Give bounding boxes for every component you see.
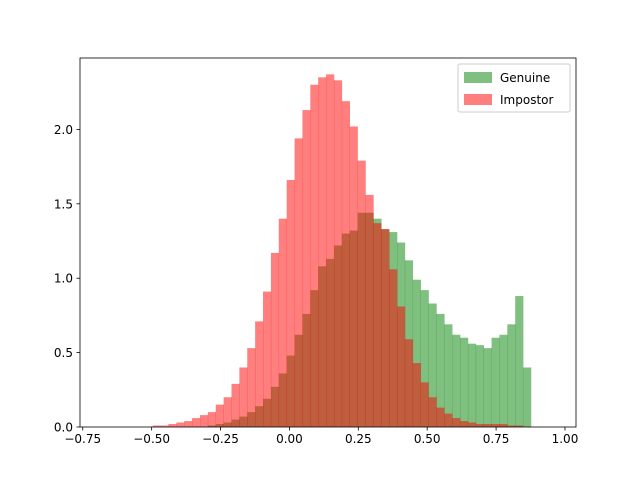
bar-impostor-25 bbox=[286, 180, 295, 427]
bar-genuine-48 bbox=[467, 343, 477, 427]
bar-impostor-19 bbox=[239, 367, 248, 427]
bar-impostor-49 bbox=[475, 424, 484, 427]
bar-impostor-16 bbox=[215, 404, 224, 427]
bar-impostor-20 bbox=[247, 348, 256, 427]
bar-impostor-33 bbox=[349, 126, 358, 427]
bar-impostor-9 bbox=[160, 425, 169, 427]
bar-impostor-51 bbox=[491, 424, 500, 427]
bar-impostor-17 bbox=[223, 397, 232, 427]
y-tick-label: 1.5 bbox=[54, 197, 73, 211]
bar-genuine-51 bbox=[491, 337, 500, 427]
bar-genuine-55 bbox=[523, 367, 532, 427]
bar-impostor-10 bbox=[168, 424, 177, 427]
bar-impostor-35 bbox=[365, 194, 374, 427]
bar-impostor-26 bbox=[294, 138, 303, 427]
x-tick-label: 0.50 bbox=[414, 432, 441, 446]
bar-impostor-32 bbox=[341, 101, 351, 428]
bar-impostor-41 bbox=[412, 363, 421, 427]
x-tick-label: 0.25 bbox=[345, 432, 372, 446]
bar-impostor-48 bbox=[467, 422, 477, 427]
bar-impostor-54 bbox=[515, 425, 524, 427]
bar-genuine-50 bbox=[483, 348, 492, 427]
bar-impostor-18 bbox=[231, 383, 240, 427]
x-tick-label: 1.00 bbox=[552, 432, 579, 446]
y-tick-label: 2.0 bbox=[54, 123, 73, 137]
bar-impostor-53 bbox=[507, 425, 516, 427]
bar-genuine-43 bbox=[428, 303, 437, 427]
bar-impostor-42 bbox=[420, 382, 429, 427]
bar-impostor-21 bbox=[255, 321, 264, 427]
bar-impostor-34 bbox=[357, 160, 366, 428]
y-tick-label: 1.0 bbox=[54, 272, 73, 286]
legend-label-impostor: Impostor bbox=[500, 93, 553, 107]
bar-impostor-31 bbox=[333, 80, 343, 427]
bar-genuine-53 bbox=[507, 324, 516, 427]
y-tick-label: 0.0 bbox=[54, 421, 73, 435]
bar-impostor-37 bbox=[381, 229, 390, 427]
bar-impostor-29 bbox=[318, 77, 327, 427]
bar-genuine-47 bbox=[460, 337, 469, 427]
bar-impostor-38 bbox=[389, 269, 398, 427]
bar-impostor-40 bbox=[404, 339, 414, 427]
bar-impostor-27 bbox=[302, 110, 311, 427]
bar-genuine-54 bbox=[515, 296, 524, 427]
axes-frame bbox=[79, 57, 577, 428]
bar-impostor-45 bbox=[444, 413, 453, 427]
bar-impostor-39 bbox=[397, 306, 406, 427]
bar-impostor-15 bbox=[207, 412, 217, 427]
bar-impostor-8 bbox=[152, 425, 161, 427]
bar-genuine-49 bbox=[475, 345, 484, 427]
bar-impostor-28 bbox=[310, 84, 319, 427]
bar-genuine-42 bbox=[420, 290, 429, 427]
y-tick-label: 0.5 bbox=[54, 346, 73, 360]
bar-impostor-52 bbox=[499, 424, 508, 427]
bar-impostor-23 bbox=[270, 252, 280, 427]
bar-impostor-43 bbox=[428, 397, 437, 427]
bar-impostor-14 bbox=[199, 415, 209, 427]
bar-impostor-50 bbox=[483, 424, 492, 427]
bar-impostor-44 bbox=[436, 407, 445, 427]
x-tick-label: −0.25 bbox=[202, 432, 239, 446]
bar-impostor-24 bbox=[278, 218, 287, 427]
axes: −0.75 −0.50 −0.25 0.00 0.25 0.50 0.75 1.00 0.0 0.… bbox=[54, 57, 579, 446]
bar-impostor-13 bbox=[192, 418, 201, 427]
legend-swatch-genuine bbox=[464, 72, 492, 83]
bar-impostor-47 bbox=[460, 421, 469, 427]
bar-genuine-45 bbox=[444, 324, 453, 427]
bar-genuine-44 bbox=[436, 313, 445, 427]
legend-label-genuine: Genuine bbox=[500, 71, 550, 85]
bar-impostor-12 bbox=[184, 421, 193, 427]
plot-area bbox=[152, 74, 532, 428]
bar-impostor-11 bbox=[176, 422, 185, 427]
series-impostor bbox=[152, 74, 524, 428]
x-tick-label: 0.75 bbox=[483, 432, 510, 446]
legend: Genuine Impostor bbox=[457, 63, 571, 113]
bar-impostor-30 bbox=[326, 74, 335, 428]
x-tick-label: 0.00 bbox=[276, 432, 303, 446]
bar-genuine-46 bbox=[452, 334, 461, 427]
bar-impostor-36 bbox=[373, 223, 382, 427]
x-tick-label: −0.75 bbox=[64, 432, 101, 446]
bar-impostor-46 bbox=[452, 418, 461, 427]
x-tick-label: −0.50 bbox=[133, 432, 170, 446]
legend-swatch-impostor bbox=[464, 94, 492, 105]
bar-genuine-52 bbox=[499, 334, 508, 427]
bar-genuine-41 bbox=[412, 279, 421, 427]
bar-impostor-22 bbox=[263, 291, 272, 427]
